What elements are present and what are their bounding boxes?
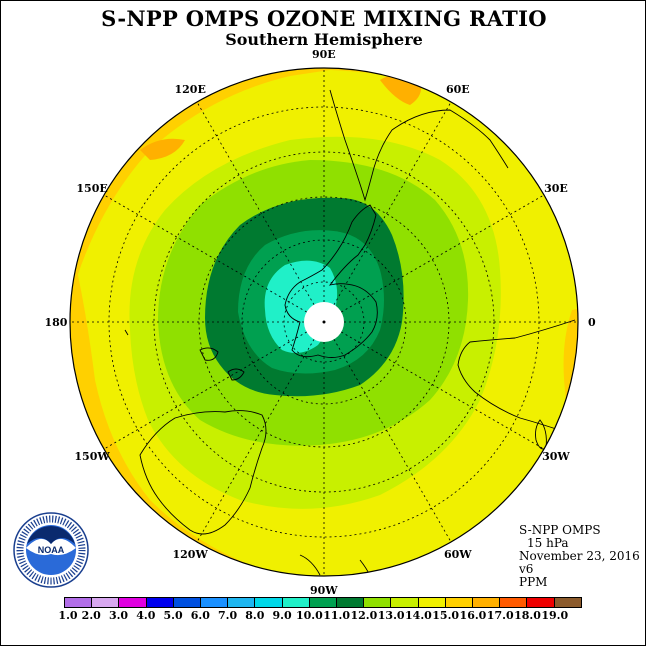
colorbar-label: 12.0: [350, 609, 378, 622]
page-subtitle: Southern Hemisphere: [225, 30, 423, 49]
colorbar-label: 4.0: [136, 609, 156, 622]
noaa-logo: NOAA: [13, 512, 89, 588]
logo-text: NOAA: [38, 545, 65, 555]
info-units: PPM: [519, 575, 548, 589]
colorbar-swatch: [173, 598, 202, 607]
globe-outline: [69, 67, 579, 577]
colorbar-label: 10.0: [295, 609, 323, 622]
meridian-150w: [103, 331, 307, 450]
colorbar-swatch: [201, 598, 229, 607]
colorbar-swatch: [92, 598, 120, 607]
meridian-label-30e: 30E: [544, 181, 568, 195]
meridian-label-180: 180: [44, 315, 68, 329]
colorbar-label: 17.0: [486, 609, 514, 622]
colorbar-swatch: [500, 598, 528, 607]
product-info: S-NPP OMPS 15 hPa November 23, 2016 v6 P…: [519, 524, 640, 589]
colorbar-swatch: [65, 598, 93, 607]
colorbar-swatch: [119, 598, 147, 607]
info-instrument: S-NPP OMPS: [519, 523, 601, 537]
info-level: 15 hPa: [527, 536, 569, 550]
coastline-africa: [457, 319, 576, 433]
meridian-120w: [196, 339, 315, 543]
coastline-south-america: [329, 89, 509, 202]
colorbar-label: 11.0: [323, 609, 351, 622]
colorbar-label: 18.0: [514, 609, 541, 622]
colorbar-swatch: [146, 598, 174, 607]
colorbar-swatch: [282, 598, 310, 607]
info-date: November 23, 2016: [519, 549, 640, 563]
colorbar-swatch: [255, 598, 283, 607]
coastline-indian-islands: [124, 329, 373, 576]
colorbar-swatch: [228, 598, 256, 607]
colorbar-label: 19.0: [541, 609, 569, 622]
meridian-label-60w: 60W: [444, 547, 472, 561]
colorbar-label: 6.0: [190, 609, 210, 622]
meridian-label-150e: 150E: [76, 181, 108, 195]
logo-bird: [26, 538, 76, 556]
meridian-30e: [341, 194, 545, 313]
meridian-label-30w: 30W: [542, 449, 570, 463]
colorbar: [64, 597, 582, 608]
logo-upper-half: [27, 526, 75, 544]
meridian-60e: [333, 101, 452, 305]
logo-ring-band: [16, 515, 86, 585]
meridian-label-120w: 120W: [172, 547, 208, 561]
colorbar-swatch: [364, 598, 392, 607]
colorbar-swatch: [554, 598, 581, 607]
colorbar-label: 1.0: [58, 609, 78, 622]
meridian-label-0: 0: [588, 315, 596, 329]
colorbar-swatch: [418, 598, 446, 607]
coastline-madagascar: [535, 419, 547, 450]
colorbar-label: 13.0: [377, 609, 405, 622]
info-version: v6: [519, 562, 534, 576]
colorbar-labels: 1.0 2.0 3.0 4.0 5.0 6.0 7.0 8.0 9.0 10.0 11.0 12.0 1…: [0, 609, 648, 623]
meridian-lines: [70, 68, 578, 576]
colorbar-label: 7.0: [218, 609, 238, 622]
meridian-60w: [333, 339, 452, 543]
meridian-120e: [196, 101, 315, 305]
colorbar-swatch: [445, 598, 474, 607]
colorbar-label: 2.0: [81, 609, 101, 622]
colorbar-swatch: [309, 598, 338, 607]
colorbar-label: 9.0: [272, 609, 292, 622]
meridian-label-120e: 120E: [174, 83, 206, 97]
colorbar-label: 3.0: [108, 609, 129, 622]
coastline-australia: [139, 410, 267, 535]
colorbar-swatch: [527, 598, 555, 607]
coastline-antarctica: [284, 204, 378, 358]
meridian-30w: [341, 331, 545, 450]
meridian-label-90w: 90W: [310, 583, 338, 597]
meridian-150e: [103, 194, 307, 313]
page-title: S-NPP OMPS OZONE MIXING RATIO: [101, 6, 547, 31]
meridian-label-60e: 60E: [446, 83, 470, 97]
colorbar-label: 14.0: [405, 609, 432, 622]
colorbar-swatch: [473, 598, 501, 607]
colorbar-label: 8.0: [245, 609, 265, 622]
meridian-label-150w: 150W: [74, 449, 110, 463]
band-16-patch-nw: [140, 138, 185, 160]
meridian-label-90e: 90E: [312, 47, 336, 61]
band-15-outer-north: [70, 68, 578, 300]
coastline-new-zealand: [199, 347, 245, 381]
colorbar-label: 15.0: [432, 609, 460, 622]
colorbar-swatch: [337, 598, 365, 607]
colorbar-label: 16.0: [459, 609, 487, 622]
pole-dot: [322, 320, 326, 324]
colorbar-swatch: [391, 598, 419, 607]
colorbar-label: 5.0: [163, 609, 183, 622]
